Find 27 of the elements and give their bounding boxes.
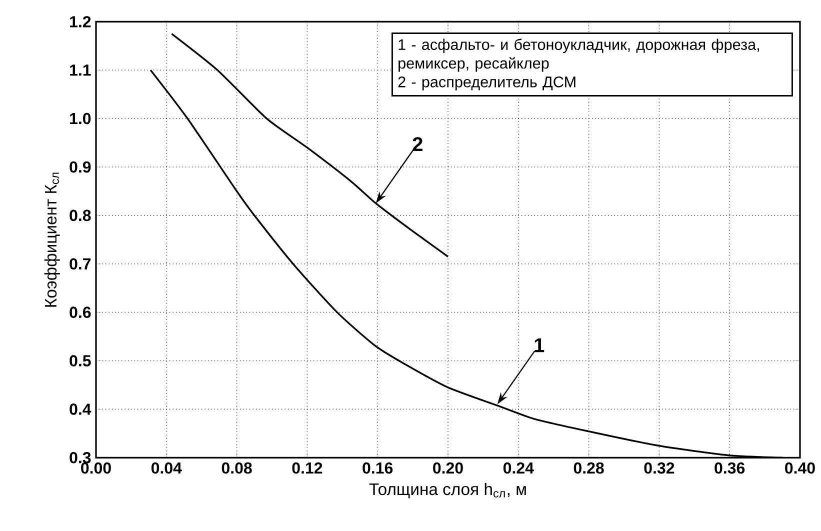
x-tick-label: 0.12 (292, 462, 322, 474)
annotation: 1 - асфальто- и бетоноукладчик, дорожная фреза, ремиксер, ресайклер (398, 38, 759, 72)
y-tick-label: 0.7 (70, 258, 91, 270)
x-tick-label: 0.00 (81, 462, 111, 474)
y-tick-label: 0.5 (70, 355, 91, 366)
y-axis-title: Коэффициент К$_{сл}$ (44, 172, 60, 307)
y-tick-label: 1.2 (70, 16, 91, 28)
y-tick-label: 0.6 (70, 306, 91, 318)
y-tick-label: 1.0 (70, 112, 91, 124)
x-tick-label: 0.04 (151, 462, 182, 474)
y-tick-label: 0.3 (70, 452, 91, 464)
x-tick-label: 0.24 (503, 462, 534, 474)
x-tick-label: 0.40 (785, 462, 815, 474)
y-tick-label: 0.4 (70, 404, 92, 415)
x-tick-label: 0.28 (574, 462, 604, 474)
x-tick-label: 0.20 (433, 462, 463, 474)
y-tick-label: 0.9 (70, 161, 91, 173)
annotation: 2 - распределитель ДСМ (398, 76, 576, 90)
x-tick-label: 0.08 (222, 462, 252, 474)
x-tick-label: 0.16 (362, 462, 393, 474)
annotation: 1 (534, 338, 544, 352)
x-tick-label: 0.32 (644, 462, 674, 474)
y-tick-label: 0.8 (70, 210, 91, 222)
annotation: 2 (412, 137, 422, 152)
x-tick-label: 0.36 (714, 462, 745, 474)
y-tick-label: 1.1 (70, 64, 91, 76)
x-axis-title: Толщина слоя h$_{сл}$, м (369, 482, 526, 498)
